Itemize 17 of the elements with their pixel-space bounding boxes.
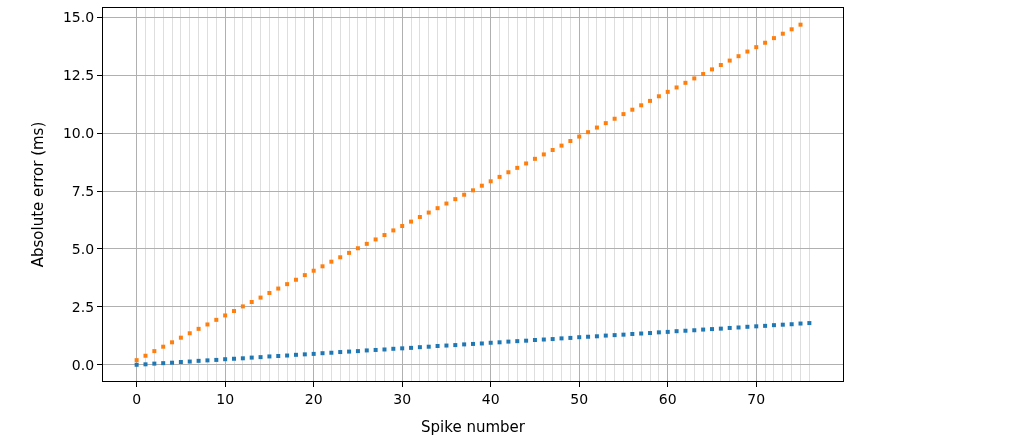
x-tick-label: 40 [481,390,500,407]
x-tick-label: 60 [658,390,677,407]
x-axis-title: Spike number [421,417,526,436]
x-tick-label: 50 [570,390,589,407]
x-tick-label: 70 [747,390,766,407]
y-tick-label: 10.0 [62,125,95,142]
y-tick-label: 12.5 [62,67,95,84]
x-tick-label: 30 [393,390,412,407]
y-tick-label: 0.0 [71,356,95,373]
y-axis-title: Absolute error (ms) [29,121,48,268]
x-tick-label: 20 [304,390,323,407]
y-tick-label: 7.5 [71,182,95,199]
y-tick-label: 5.0 [71,240,95,257]
x-tick-label: 0 [132,390,142,407]
y-tick-label: 2.5 [71,298,95,315]
x-tick-label: 10 [216,390,235,407]
y-tick-label: 15.0 [62,9,95,26]
